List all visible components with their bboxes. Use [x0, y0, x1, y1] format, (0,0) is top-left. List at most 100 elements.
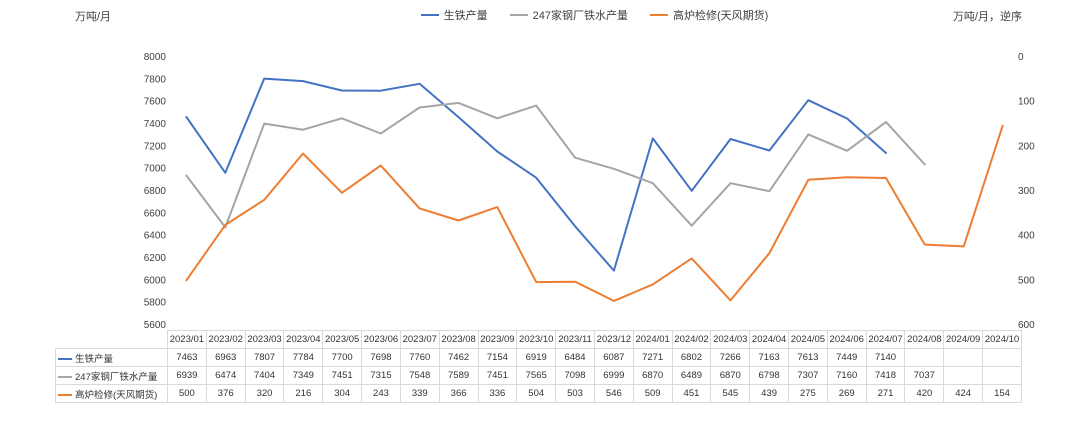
axis-tick-label: 6800: [144, 186, 167, 197]
chart-data-table: 2023/01 2023/02 2023/03 2023/04 2023/05 2023/…: [55, 330, 1022, 403]
table-cell: 7418: [865, 366, 906, 385]
series-line: [185, 101, 926, 229]
table-cell: 6474: [205, 366, 246, 385]
table-cell: 7266: [710, 348, 751, 367]
right-axis-unit-label: 万吨/月，逆序: [952, 11, 1022, 23]
category-label: 2023/02: [205, 330, 246, 349]
legend-key-line: [58, 393, 72, 396]
legend-key-line: [509, 14, 528, 16]
table-cell: 7451: [477, 366, 518, 385]
category-label: 2023/05: [322, 330, 363, 349]
category-label: 2023/11: [555, 330, 595, 349]
table-row: 高炉检修(天风期货) 500 376 320 216 304 243 339 366 336 504…: [55, 384, 1022, 403]
table-cell: 376: [205, 384, 246, 403]
table-cell: 6489: [671, 366, 712, 385]
category-label: 2023/06: [361, 330, 401, 349]
table-cell: 304: [322, 384, 363, 403]
category-label: 2024/03: [710, 330, 751, 349]
table-cell: 509: [632, 384, 673, 403]
table-cell: 439: [749, 384, 789, 403]
table-cell: 7160: [826, 366, 867, 385]
table-cell: 503: [555, 384, 595, 403]
table-cell: 7565: [516, 366, 557, 385]
series-name: 高炉检修(天风期货): [75, 389, 158, 401]
legend-key-line: [58, 375, 72, 378]
category-label: 2024/08: [904, 330, 945, 349]
table-cell: 7140: [865, 348, 906, 367]
legend-item: 高炉检修(天风期货): [650, 7, 768, 23]
axis-tick-label: 5800: [144, 298, 167, 309]
legend-key-line: [420, 14, 439, 16]
table-cell: 546: [593, 384, 634, 403]
series-line: [185, 124, 1004, 302]
table-cell: 366: [438, 384, 479, 403]
table-cell: [943, 348, 984, 367]
category-label: 2024/09: [943, 330, 984, 349]
axis-tick-label: 600: [1018, 320, 1035, 330]
legend-label: 高炉检修(天风期货): [673, 10, 769, 22]
axis-tick-label: 0: [1018, 52, 1024, 63]
chart-legend: 生铁产量 247家钢厂铁水产量 高炉检修(天风期货): [167, 7, 1022, 23]
axis-tick-label: 300: [1018, 186, 1035, 197]
axis-tick-label: 6000: [144, 275, 167, 286]
table-cell: 6802: [671, 348, 712, 367]
table-cell: 7163: [749, 348, 789, 367]
category-label: 2023/08: [438, 330, 479, 349]
table-cell: [904, 348, 945, 367]
table-cell: 269: [826, 384, 867, 403]
table-cell: 216: [283, 384, 324, 403]
table-cell: 6870: [710, 366, 751, 385]
series-name: 247家钢厂铁水产量: [75, 371, 158, 383]
legend-key-line: [58, 357, 72, 360]
axis-tick-label: 7400: [144, 119, 167, 130]
category-label: 2024/02: [671, 330, 712, 349]
axis-tick-label: 8000: [144, 52, 167, 63]
table-cell: [982, 348, 1022, 367]
table-cell: [982, 366, 1022, 385]
table-cell: 7315: [361, 366, 401, 385]
axis-tick-label: 500: [1018, 275, 1035, 286]
category-label: 2023/01: [167, 330, 207, 349]
axis-tick-label: 7800: [144, 74, 167, 85]
row-label-cell: 247家钢厂铁水产量: [55, 366, 168, 385]
table-cell: 545: [710, 384, 751, 403]
category-label: 2024/06: [826, 330, 867, 349]
table-cell: 7784: [283, 348, 324, 367]
axis-tick-label: 100: [1018, 97, 1035, 108]
table-cell: 504: [516, 384, 557, 403]
table-cell: 500: [167, 384, 207, 403]
table-cell: 7760: [399, 348, 440, 367]
table-cell: 7463: [167, 348, 207, 367]
table-cell: 6798: [749, 366, 789, 385]
category-label: 2024/05: [788, 330, 828, 349]
row-label-cell: 高炉检修(天风期货): [55, 384, 168, 403]
table-cell: 7807: [244, 348, 285, 367]
axis-tick-label: 200: [1018, 141, 1035, 152]
table-cell: 7449: [826, 348, 867, 367]
table-cell: 7698: [361, 348, 401, 367]
table-cell: 7613: [788, 348, 828, 367]
category-label: 2024/10: [982, 330, 1022, 349]
series-name: 生铁产量: [75, 353, 114, 365]
axis-tick-label: 7000: [144, 164, 167, 175]
series-line: [185, 77, 887, 272]
table-cell: 7098: [555, 366, 595, 385]
table-cell: 7037: [904, 366, 945, 385]
table-cell: 6999: [593, 366, 634, 385]
table-row: 生铁产量 7463 6963 7807 7784 7700 7698 7760 7462 7154…: [55, 348, 1022, 367]
table-cell: 320: [244, 384, 285, 403]
category-label: 2023/04: [283, 330, 324, 349]
table-cell: 336: [477, 384, 518, 403]
table-cell: 7404: [244, 366, 285, 385]
table-cell: 420: [904, 384, 945, 403]
legend-key-line: [650, 14, 669, 16]
table-cell: 6919: [516, 348, 557, 367]
table-cell: [943, 366, 984, 385]
table-cell: 6939: [167, 366, 207, 385]
category-label: 2024/01: [632, 330, 673, 349]
legend-item: 生铁产量: [420, 7, 488, 23]
table-cell: 7154: [477, 348, 518, 367]
legend-label: 247家钢厂铁水产量: [532, 10, 629, 22]
category-label: 2023/09: [477, 330, 518, 349]
